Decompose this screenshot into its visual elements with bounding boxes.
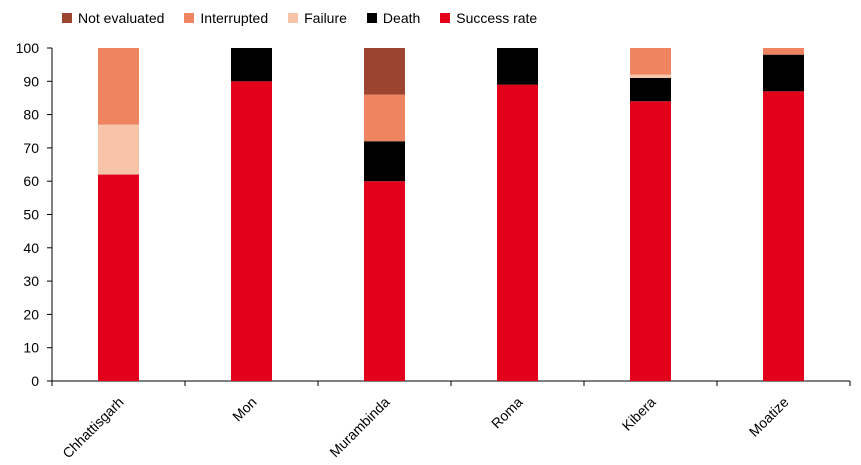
bar-segment-not-evaluated (364, 48, 405, 95)
bar-segment-success-rate (630, 101, 671, 381)
legend-label: Death (382, 10, 421, 26)
bar-segment-success-rate (763, 91, 804, 381)
bar-segment-death (763, 54, 804, 92)
bar-group-roma (497, 48, 538, 381)
y-tick-label: 100 (16, 40, 40, 56)
y-tick-label: 80 (23, 107, 39, 123)
legend-label: Failure (304, 10, 347, 26)
legend-swatch (366, 13, 377, 23)
bar-group-kibera (630, 48, 671, 381)
x-tick-label: Chhattisgarh (59, 394, 126, 461)
legend-item-success-rate: Success rate (440, 10, 537, 26)
legend-label: Not evaluated (78, 10, 165, 26)
chart-legend: Not evaluated Interrupted Failure Death Succ… (62, 10, 557, 26)
bar-group-moatize (763, 48, 804, 381)
bar-segment-success-rate (98, 174, 139, 381)
y-tick-label: 70 (23, 140, 39, 156)
y-tick-label: 90 (23, 73, 39, 89)
x-tick-label: Kibera (619, 394, 659, 434)
y-tick-label: 50 (23, 207, 39, 223)
legend-swatch (62, 13, 72, 23)
legend-swatch (288, 13, 299, 23)
legend-label: Success rate (456, 10, 538, 26)
y-tick-label: 10 (23, 340, 39, 356)
bar-segment-failure (98, 124, 139, 175)
y-tick-label: 40 (23, 240, 39, 256)
x-tick-label: Mon (229, 394, 260, 425)
bar-segment-death (630, 77, 671, 102)
bar-segment-interrupted (364, 94, 405, 142)
y-tick-label: 20 (23, 306, 39, 322)
x-tick-label: Moatize (746, 394, 792, 440)
bar-segment-success-rate (231, 81, 272, 382)
legend-item-death: Death (366, 10, 421, 26)
bar-segment-failure (630, 74, 671, 78)
bar-segment-interrupted (763, 48, 804, 55)
legend-swatch (440, 13, 451, 23)
legend-item-interrupted: Interrupted (184, 10, 268, 26)
x-tick-label: Roma (488, 394, 526, 432)
bar-segment-death (364, 141, 405, 182)
bar-segment-interrupted (630, 48, 671, 75)
bar-group-chhattisgarh (98, 48, 139, 381)
y-tick-label: 0 (31, 373, 39, 389)
legend-label: Interrupted (200, 10, 269, 26)
bar-segment-death (231, 48, 272, 82)
bar-segment-success-rate (364, 181, 405, 381)
legend-swatch (184, 13, 195, 23)
legend-item-not-evaluated: Not evaluated (62, 10, 164, 26)
bar-group-murambinda (364, 48, 405, 381)
y-tick-label: 60 (23, 173, 39, 189)
x-tick-label: Murambinda (326, 394, 392, 460)
bar-group-mon (231, 48, 272, 382)
bar-segment-death (497, 48, 538, 85)
bar-segment-interrupted (98, 48, 139, 125)
legend-item-failure: Failure (288, 10, 347, 26)
y-tick-label: 30 (23, 273, 39, 289)
bar-segment-success-rate (497, 84, 538, 381)
